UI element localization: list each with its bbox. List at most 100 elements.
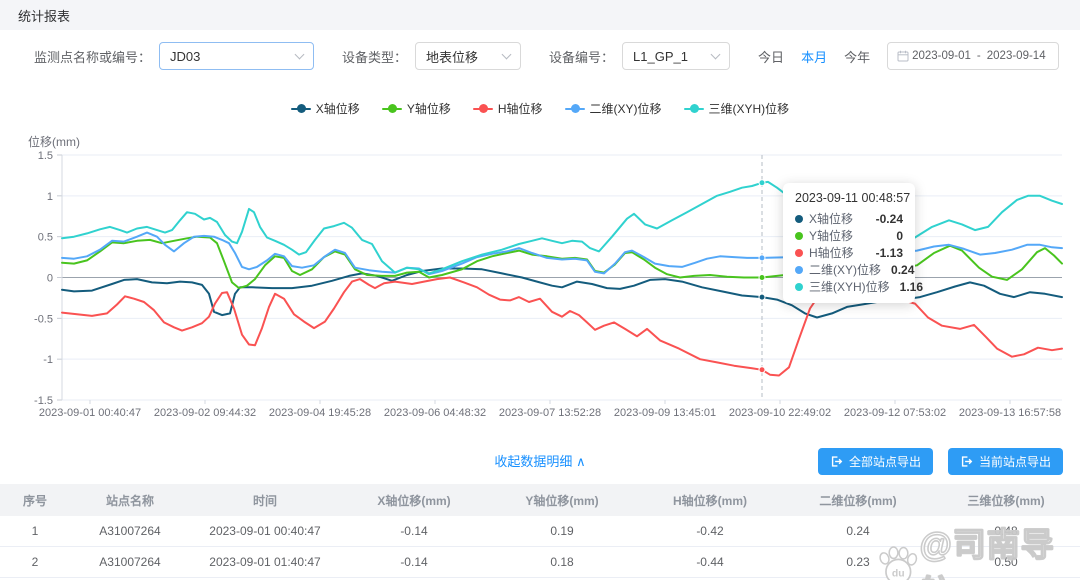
tooltip-row: 三维(XYH)位移 1.16 <box>795 278 923 295</box>
filter-bar: 监测点名称或编号： JD03 设备类型： 地表位移 设备编号： L1_GP_1 … <box>0 30 1080 82</box>
device-type-select[interactable]: 地表位移 <box>415 42 522 70</box>
tooltip-row: X轴位移 -0.24 <box>795 210 903 227</box>
series-color-dot <box>795 265 803 274</box>
monitor-point-select[interactable]: JD03 <box>159 42 315 70</box>
export-buttons: 全部站点导出 当前站点导出 <box>817 448 1063 475</box>
date-end: 2023-09-14 <box>986 50 1046 62</box>
tooltip-series-name: H轴位移 <box>809 246 854 260</box>
device-no-select[interactable]: L1_GP_1 <box>622 42 731 70</box>
legend-marker <box>472 104 493 113</box>
legend-label: Y轴位移 <box>406 102 451 116</box>
tooltip-series-value: 1.16 <box>899 279 924 294</box>
device-type-label: 设备类型： <box>342 49 408 65</box>
legend-marker <box>564 104 585 113</box>
svg-text:2023-09-13 16:57:58: 2023-09-13 16:57:58 <box>959 407 1061 419</box>
tooltip-series-name: 二维(XY)位移 <box>809 263 882 277</box>
legend-item-1[interactable]: X轴位移 <box>290 100 360 117</box>
svg-text:2023-09-06 04:48:32: 2023-09-06 04:48:32 <box>384 407 486 419</box>
legend-item-5[interactable]: 三维(XYH)位移 <box>683 100 790 117</box>
y-axis-title: 位移(mm) <box>28 135 80 149</box>
device-no-filter: 设备编号： L1_GP_1 <box>549 42 731 70</box>
legend-marker <box>381 104 402 113</box>
tooltip-series-name: Y轴位移 <box>809 229 854 243</box>
table-header-cell: H轴位移(mm) <box>673 493 747 508</box>
device-type-filter: 设备类型： 地表位移 <box>342 42 522 70</box>
detail-toolbar: 收起数据明细 ∧ 全部站点导出 当前站点导出 <box>0 443 1080 479</box>
table-header-cell: 站点名称 <box>105 493 154 508</box>
table-cell: 0.24 <box>846 524 870 538</box>
legend-label: 三维(XYH)位移 <box>708 102 790 116</box>
table-row: 1 A31007264 2023-09-01 00:40:47 -0.14 0.19 -0… <box>0 516 1080 547</box>
chart-legend: X轴位移 Y轴位移 H轴位移 二维(XY)位移 三维(XYH)位移 <box>0 100 1080 117</box>
export-current-station-button[interactable]: 当前站点导出 <box>947 448 1063 475</box>
page-title: 统计报表 <box>18 8 71 24</box>
quick-range-today[interactable]: 今日 <box>758 49 785 65</box>
chevron-up-icon: ∧ <box>576 454 586 469</box>
collapse-label: 收起数据明细 <box>494 454 573 469</box>
tooltip-series-name: X轴位移 <box>809 212 854 226</box>
table-cell: 1 <box>31 524 39 538</box>
tooltip-series-value: 0.24 <box>891 262 915 277</box>
table-header-cell: 时间 <box>252 493 277 508</box>
monitor-point-value: JD03 <box>170 48 201 64</box>
legend-marker <box>683 104 704 113</box>
legend-label: H轴位移 <box>497 102 543 116</box>
svg-text:2023-09-01 00:40:47: 2023-09-01 00:40:47 <box>39 407 141 419</box>
svg-text:2023-09-04 19:45:28: 2023-09-04 19:45:28 <box>269 407 371 419</box>
export-all-stations-button[interactable]: 全部站点导出 <box>817 448 933 475</box>
chevron-down-icon <box>501 49 512 59</box>
monitor-point-filter: 监测点名称或编号： JD03 <box>34 42 315 70</box>
page-header: 统计报表 <box>0 0 1080 30</box>
export-all-label: 全部站点导出 <box>848 455 921 469</box>
monitor-point-label: 监测点名称或编号： <box>34 49 152 65</box>
legend-item-3[interactable]: H轴位移 <box>472 100 543 117</box>
export-icon <box>961 456 973 467</box>
chart-tooltip: 2023-09-11 00:48:57 X轴位移 -0.24 Y轴位移 0 H轴… <box>783 183 923 303</box>
svg-text:2023-09-12 07:53:02: 2023-09-12 07:53:02 <box>844 407 946 419</box>
table-cell: 0.50 <box>994 555 1018 569</box>
tooltip-title: 2023-09-11 00:48:57 <box>795 191 911 205</box>
table-cell: -0.14 <box>400 524 428 538</box>
table-cell: -0.44 <box>696 555 724 569</box>
tooltip-series-name: 三维(XYH)位移 <box>809 280 890 294</box>
svg-text:2023-09-10 22:49:02: 2023-09-10 22:49:02 <box>729 407 831 419</box>
date-range-picker[interactable]: 2023-09-01 - 2023-09-14 <box>887 42 1059 70</box>
quick-range-this-year[interactable]: 今年 <box>844 49 871 65</box>
legend-marker <box>290 104 311 113</box>
table-cell: -0.42 <box>696 524 724 538</box>
table-cell: -0.14 <box>400 555 428 569</box>
table-cell: 0.48 <box>994 524 1018 538</box>
legend-item-4[interactable]: 二维(XY)位移 <box>564 100 662 117</box>
legend-label: 二维(XY)位移 <box>589 102 662 116</box>
svg-text:2023-09-09 13:45:01: 2023-09-09 13:45:01 <box>614 407 716 419</box>
data-detail-table: 序号 站点名称 时间 X轴位移(mm) Y轴位移(mm) H轴位移(mm) 二维位移(mm)… <box>0 484 1080 578</box>
table-header-cell: 二维位移(mm) <box>819 493 897 508</box>
date-start: 2023-09-01 <box>912 50 971 62</box>
svg-text:-1.5: -1.5 <box>34 395 53 407</box>
table-header-cell: 序号 <box>22 493 47 508</box>
series-color-dot <box>795 282 803 291</box>
svg-text:1: 1 <box>47 191 53 203</box>
quick-range-this-month[interactable]: 本月 <box>801 49 828 65</box>
svg-text:1.5: 1.5 <box>38 150 53 162</box>
tooltip-series-value: -0.24 <box>875 211 903 226</box>
series-color-dot <box>795 248 803 257</box>
calendar-icon <box>897 50 909 62</box>
table-header-cell: X轴位移(mm) <box>377 493 451 508</box>
collapse-data-detail-link[interactable]: 收起数据明细 ∧ <box>494 451 585 470</box>
device-no-value: L1_GP_1 <box>633 48 688 64</box>
table-header-cell: 三维位移(mm) <box>967 493 1045 508</box>
legend-item-2[interactable]: Y轴位移 <box>381 100 451 117</box>
table-cell: 2023-09-01 01:40:47 <box>209 555 321 569</box>
chevron-down-icon <box>294 49 305 59</box>
table-cell: 0.18 <box>550 555 574 569</box>
table-cell: 2023-09-01 00:40:47 <box>209 524 321 538</box>
series-color-dot <box>795 231 803 240</box>
svg-text:0: 0 <box>47 273 53 285</box>
table-header-cell: Y轴位移(mm) <box>525 493 599 508</box>
table-cell: A31007264 <box>99 524 161 538</box>
table-cell: 2 <box>31 555 39 569</box>
export-icon <box>831 456 843 467</box>
svg-text:0.5: 0.5 <box>38 232 53 244</box>
